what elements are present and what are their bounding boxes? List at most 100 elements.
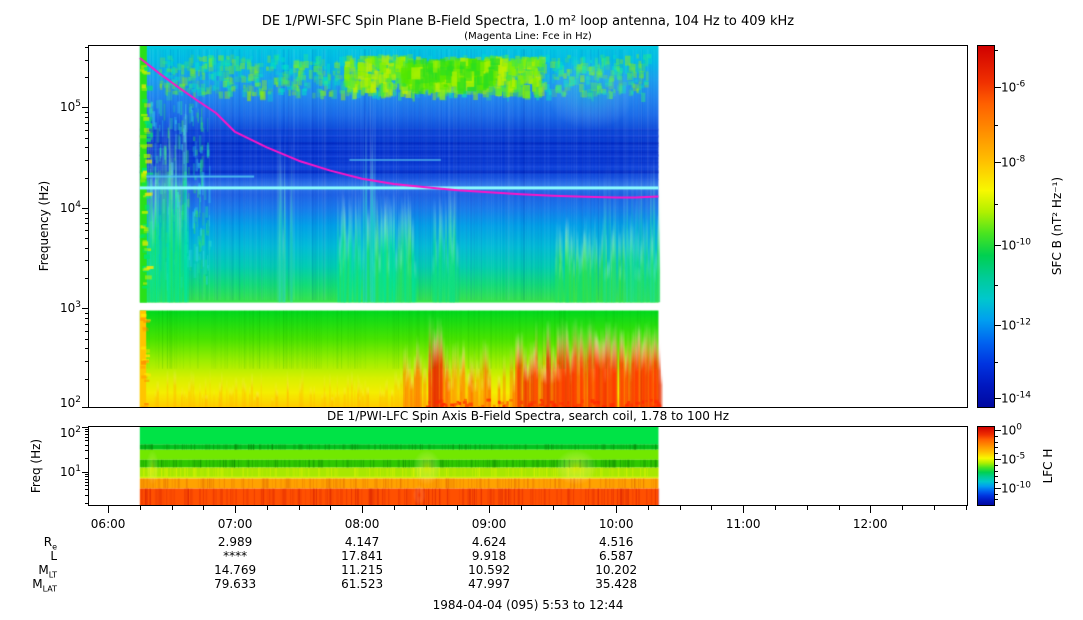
freq-minor-tick bbox=[85, 159, 89, 161]
freq-minor-tick bbox=[85, 212, 89, 214]
freq-tick-label: 104 bbox=[59, 199, 81, 215]
ephemeris-value-L-900: 9.918 bbox=[471, 549, 507, 563]
ephemeris-row-label-Re: Re bbox=[43, 535, 57, 552]
colorbar-tick-label: 10-14 bbox=[1001, 390, 1031, 406]
time-minor-tick bbox=[647, 506, 649, 510]
time-minor-tick bbox=[298, 506, 300, 510]
sfc-spectrogram-panel bbox=[88, 45, 968, 408]
freq-tick-label: 103 bbox=[59, 300, 81, 316]
sfc-spectrogram-image bbox=[89, 46, 967, 407]
colorbar-tick-label: 10-12 bbox=[1001, 317, 1031, 333]
colorbar-tick-label: 10-6 bbox=[1001, 79, 1026, 95]
freq-minor-tick bbox=[85, 59, 89, 61]
colorbar-minor-tick bbox=[994, 464, 998, 466]
ephemeris-value-Re-900: 4.624 bbox=[471, 535, 507, 549]
ephemeris-value-MLAT-700: 79.633 bbox=[214, 577, 257, 591]
time-minor-tick bbox=[933, 506, 935, 510]
freq-minor-tick bbox=[85, 458, 89, 460]
freq-minor-tick bbox=[85, 278, 89, 280]
time-minor-tick bbox=[203, 506, 205, 510]
time-tick-label: 09:00 bbox=[471, 517, 507, 531]
colorbar-major-tick bbox=[994, 245, 1001, 247]
colorbar-major-tick bbox=[994, 161, 1001, 163]
colorbar-minor-tick bbox=[994, 447, 998, 449]
time-minor-tick bbox=[679, 506, 681, 510]
time-tick-label: 08:00 bbox=[344, 517, 380, 531]
time-major-tick bbox=[616, 506, 618, 513]
freq-minor-tick bbox=[85, 378, 89, 380]
freq-minor-tick bbox=[85, 129, 89, 131]
freq-minor-tick bbox=[85, 217, 89, 219]
colorbar-major-tick bbox=[994, 487, 1001, 489]
freq-minor-tick bbox=[85, 123, 89, 124]
freq-major-tick bbox=[82, 427, 89, 428]
sfc-frequency-axis-label: Frequency (Hz) bbox=[37, 180, 51, 272]
colorbar-minor-tick bbox=[994, 499, 998, 501]
freq-minor-tick bbox=[85, 323, 89, 325]
freq-minor-tick bbox=[85, 473, 89, 475]
time-major-tick bbox=[870, 506, 872, 513]
time-minor-tick bbox=[902, 506, 903, 510]
ephemeris-row-label-L: L bbox=[50, 549, 57, 563]
freq-minor-tick bbox=[85, 47, 89, 48]
ephemeris-value-Re-800: 4.147 bbox=[344, 535, 380, 549]
colorbar-minor-tick bbox=[994, 441, 998, 443]
freq-minor-tick bbox=[85, 450, 89, 452]
time-minor-tick bbox=[425, 506, 427, 510]
time-minor-tick bbox=[806, 506, 808, 510]
ephemeris-value-MLT-900: 10.592 bbox=[468, 563, 511, 577]
ephemeris-row-label-MLAT: MLAT bbox=[32, 577, 57, 594]
colorbar-minor-tick bbox=[994, 470, 998, 472]
time-major-tick bbox=[235, 506, 237, 513]
time-tick-label: 11:00 bbox=[725, 517, 761, 531]
ephemeris-value-MLAT-800: 61.523 bbox=[341, 577, 384, 591]
colorbar-minor-tick bbox=[994, 361, 998, 363]
colorbar-tick-label: 10-10 bbox=[1001, 237, 1031, 253]
freq-minor-tick bbox=[85, 489, 89, 491]
ephemeris-row-label-MLT: MLT bbox=[38, 563, 57, 580]
colorbar-minor-tick bbox=[994, 124, 998, 126]
freq-minor-tick bbox=[85, 429, 89, 430]
colorbar-tick-label: 10-5 bbox=[1001, 451, 1026, 467]
time-major-tick bbox=[489, 506, 491, 513]
time-minor-tick bbox=[330, 506, 332, 510]
colorbar-tick-label: 10-8 bbox=[1001, 154, 1026, 170]
time-minor-tick bbox=[393, 506, 395, 510]
lfc-colorbar bbox=[977, 426, 995, 506]
colorbar-minor-tick bbox=[994, 476, 998, 478]
colorbar-minor-tick bbox=[994, 435, 998, 437]
colorbar-minor-tick bbox=[994, 285, 998, 287]
time-minor-tick bbox=[266, 506, 268, 510]
time-minor-tick bbox=[838, 506, 840, 510]
time-minor-tick bbox=[520, 506, 522, 510]
ephemeris-value-MLAT-1000: 35.428 bbox=[595, 577, 638, 591]
colorbar-major-tick bbox=[994, 430, 1001, 432]
freq-minor-tick bbox=[85, 502, 89, 504]
time-minor-tick bbox=[457, 506, 459, 510]
colorbar-minor-tick bbox=[994, 453, 998, 455]
freq-minor-tick bbox=[85, 177, 89, 179]
freq-minor-tick bbox=[85, 431, 89, 433]
colorbar-major-tick bbox=[994, 87, 1001, 89]
freq-minor-tick bbox=[85, 433, 89, 435]
time-tick-label: 10:00 bbox=[598, 517, 634, 531]
freq-minor-tick bbox=[85, 348, 89, 350]
freq-minor-tick bbox=[85, 117, 89, 119]
freq-minor-tick bbox=[85, 481, 89, 483]
ephemeris-value-Re-700: 2.989 bbox=[217, 535, 253, 549]
freq-tick-label: 102 bbox=[59, 424, 81, 440]
lfc-spectrogram-panel bbox=[88, 426, 968, 506]
freq-minor-tick bbox=[85, 230, 89, 232]
time-minor-tick bbox=[584, 506, 586, 510]
figure-subtitle: (Magenta Line: Fce in Hz) bbox=[464, 31, 592, 42]
freq-minor-tick bbox=[85, 330, 89, 332]
freq-minor-tick bbox=[85, 223, 89, 225]
time-minor-tick bbox=[711, 506, 713, 510]
colorbar-major-tick bbox=[994, 325, 1001, 327]
colorbar-minor-tick bbox=[994, 482, 998, 484]
freq-minor-tick bbox=[85, 436, 89, 438]
ephemeris-value-MLT-700: 14.769 bbox=[214, 563, 257, 577]
time-major-tick bbox=[108, 506, 110, 513]
time-tick-label: 12:00 bbox=[852, 517, 888, 531]
